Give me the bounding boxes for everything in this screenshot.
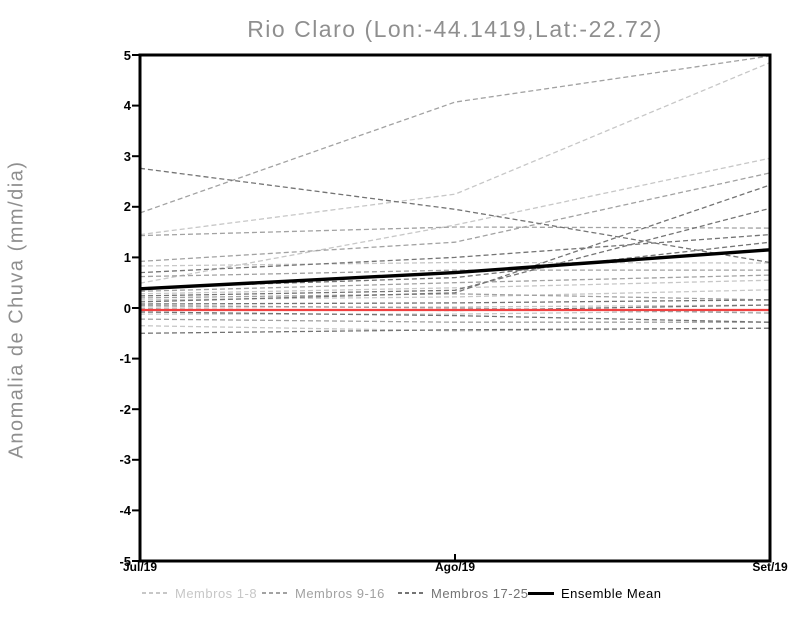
membros-9-16-line-sample <box>262 592 288 594</box>
member-line-membro-19 <box>140 241 770 289</box>
member-line-membro-25 <box>140 327 770 334</box>
legend-entry-membros-17-25: Membros 17-25 <box>398 585 529 601</box>
member-line-membro-6 <box>140 304 770 308</box>
member-line-membro-2 <box>140 157 770 284</box>
member-line-membro-4 <box>140 279 770 295</box>
member-line-membro-9 <box>140 55 770 214</box>
member-line-membro-11 <box>140 172 770 263</box>
member-line-membro-8 <box>140 325 770 332</box>
x-tick-label-jul-19: Jul/19 <box>122 560 158 574</box>
y-tick-label: 2 <box>123 199 131 215</box>
member-line-membro-3 <box>140 261 770 267</box>
legend-label-membros-9-16: Membros 9-16 <box>295 585 385 601</box>
legend-entry-membros-9-16: Membros 9-16 <box>262 585 385 601</box>
member-line-membro-20 <box>140 207 770 297</box>
y-tick-label: 4 <box>123 98 131 114</box>
member-line-membro-17 <box>140 167 770 264</box>
member-line-membro-13 <box>140 274 770 292</box>
member-line-membro-18 <box>140 233 770 274</box>
membros-17-25-line-sample <box>398 592 424 594</box>
x-tick-label-set-19: Set/19 <box>752 560 788 574</box>
y-tick-label: -4 <box>119 502 131 518</box>
legend-label-membros-1-8: Membros 1-8 <box>175 585 258 601</box>
y-tick-label: -5 <box>119 553 131 569</box>
member-line-membro-16 <box>140 318 770 323</box>
member-line-membro-7 <box>140 309 770 315</box>
legend-label-membros-17-25: Membros 17-25 <box>431 585 529 601</box>
ensemble-mean-line <box>140 248 770 291</box>
y-tick-label: 3 <box>123 148 131 164</box>
member-line-membro-15 <box>140 304 770 314</box>
member-line-membro-5 <box>140 289 770 301</box>
legend-label-ensemble-mean: Ensemble Mean <box>561 585 662 601</box>
y-tick-label: -3 <box>119 452 131 468</box>
chart-legend: Membros 1-8 Membros 9-16 Membros 17-25 E… <box>0 585 800 603</box>
legend-entry-ensemble-mean: Ensemble Mean <box>528 585 661 601</box>
member-line-membro-24 <box>140 311 770 323</box>
y-tick-label: 0 <box>123 300 131 316</box>
member-line-membro-22 <box>140 299 770 305</box>
y-tick-label: -2 <box>119 401 131 417</box>
y-tick-label: -1 <box>119 351 131 367</box>
member-line-membro-14 <box>140 293 770 301</box>
chart-title: Rio Claro (Lon:-44.1419,Lat:-22.72) <box>247 16 663 42</box>
membros-1-8-line-sample <box>142 592 168 594</box>
x-tick-label-ago-19: Ago/19 <box>434 560 475 574</box>
member-line-membro-21 <box>140 184 770 303</box>
y-tick-label: 5 <box>123 47 131 63</box>
data-lines <box>140 55 770 334</box>
ensemble-mean-line-sample <box>528 591 554 595</box>
member-line-membro-1 <box>140 62 770 236</box>
member-line-membro-10 <box>140 226 770 237</box>
member-line-membro-12 <box>140 269 770 278</box>
legend-entry-membros-1-8: Membros 1-8 <box>142 585 257 601</box>
y-tick-label: 1 <box>123 249 131 265</box>
